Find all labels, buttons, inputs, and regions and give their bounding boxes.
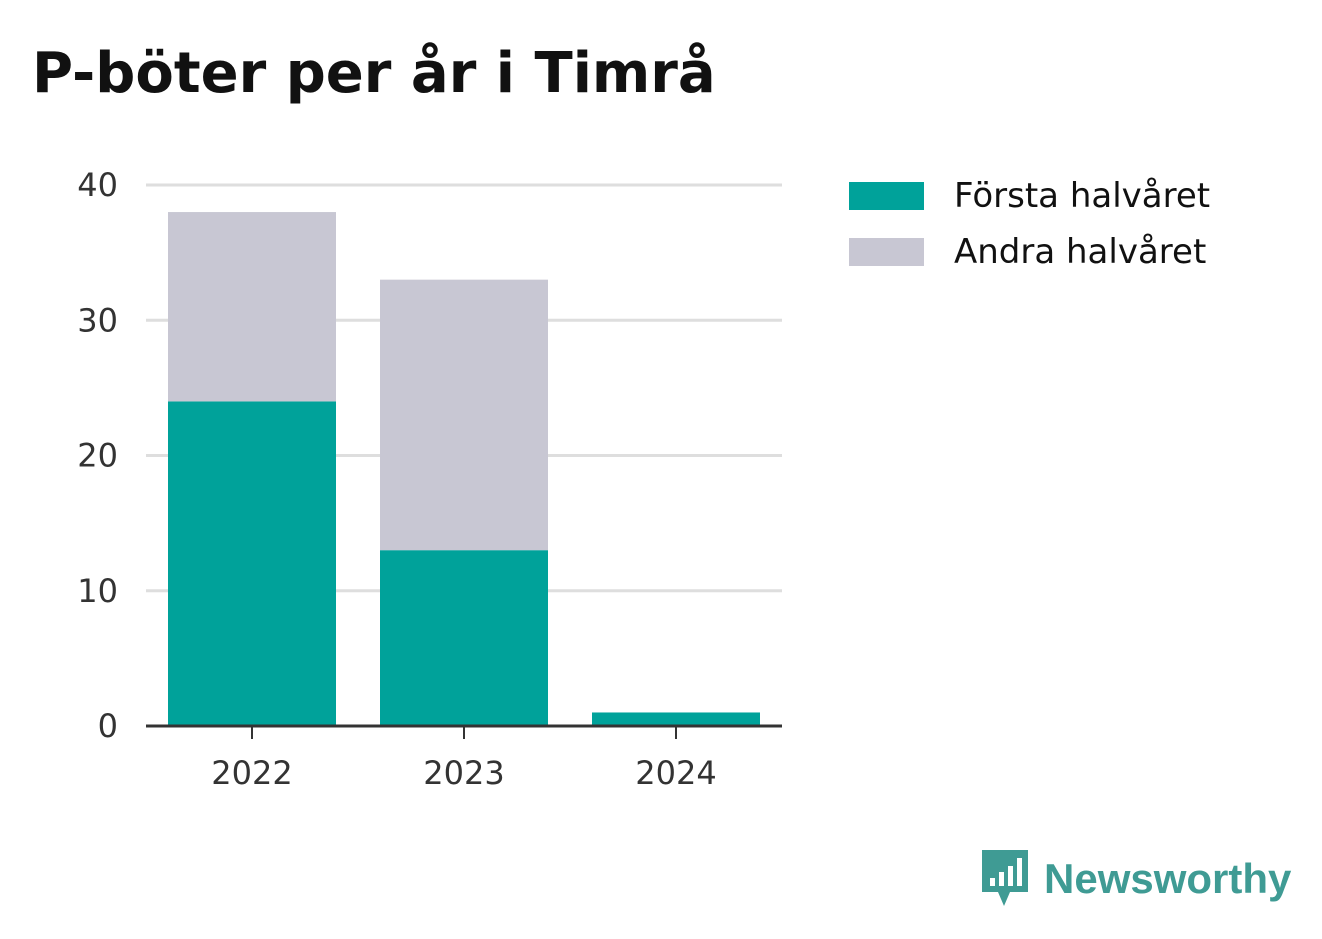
bar-2023-forsta-halvaret (380, 550, 548, 726)
legend-item-forsta-halvaret: Första halvåret (849, 168, 1210, 224)
y-tick-label-20: 20 (77, 437, 118, 475)
x-axis: 2022 2023 2024 (211, 726, 717, 792)
y-tick-label-10: 10 (77, 572, 118, 610)
legend-label-andra-halvaret: Andra halvåret (954, 232, 1207, 272)
legend-swatch-andra-halvaret (849, 238, 924, 266)
y-tick-label-40: 40 (77, 166, 118, 204)
bar-2022-andra-halvaret (168, 212, 336, 402)
bars (168, 212, 760, 726)
x-tick-label-2024: 2024 (635, 754, 716, 792)
x-tick-label-2022: 2022 (211, 754, 292, 792)
y-axis: 0 10 20 30 40 (77, 166, 118, 745)
chart-title: P-böter per år i Timrå (32, 41, 716, 106)
y-tick-label-30: 30 (77, 301, 118, 339)
bar-2024-forsta-halvaret (592, 712, 760, 726)
legend-label-forsta-halvaret: Första halvåret (954, 176, 1211, 216)
legend-item-andra-halvaret: Andra halvåret (849, 224, 1210, 280)
legend: Första halvåret Andra halvåret (849, 168, 1210, 280)
brand-label: Newsworthy (1044, 855, 1292, 902)
x-tick-label-2023: 2023 (423, 754, 504, 792)
y-tick-label-0: 0 (98, 707, 118, 745)
newsworthy-logo-icon (982, 850, 1028, 906)
legend-swatch-forsta-halvaret (849, 182, 924, 210)
newsworthy-branding: Newsworthy (980, 848, 1291, 910)
bar-2022-forsta-halvaret (168, 401, 336, 726)
bar-2023-andra-halvaret (380, 279, 548, 551)
